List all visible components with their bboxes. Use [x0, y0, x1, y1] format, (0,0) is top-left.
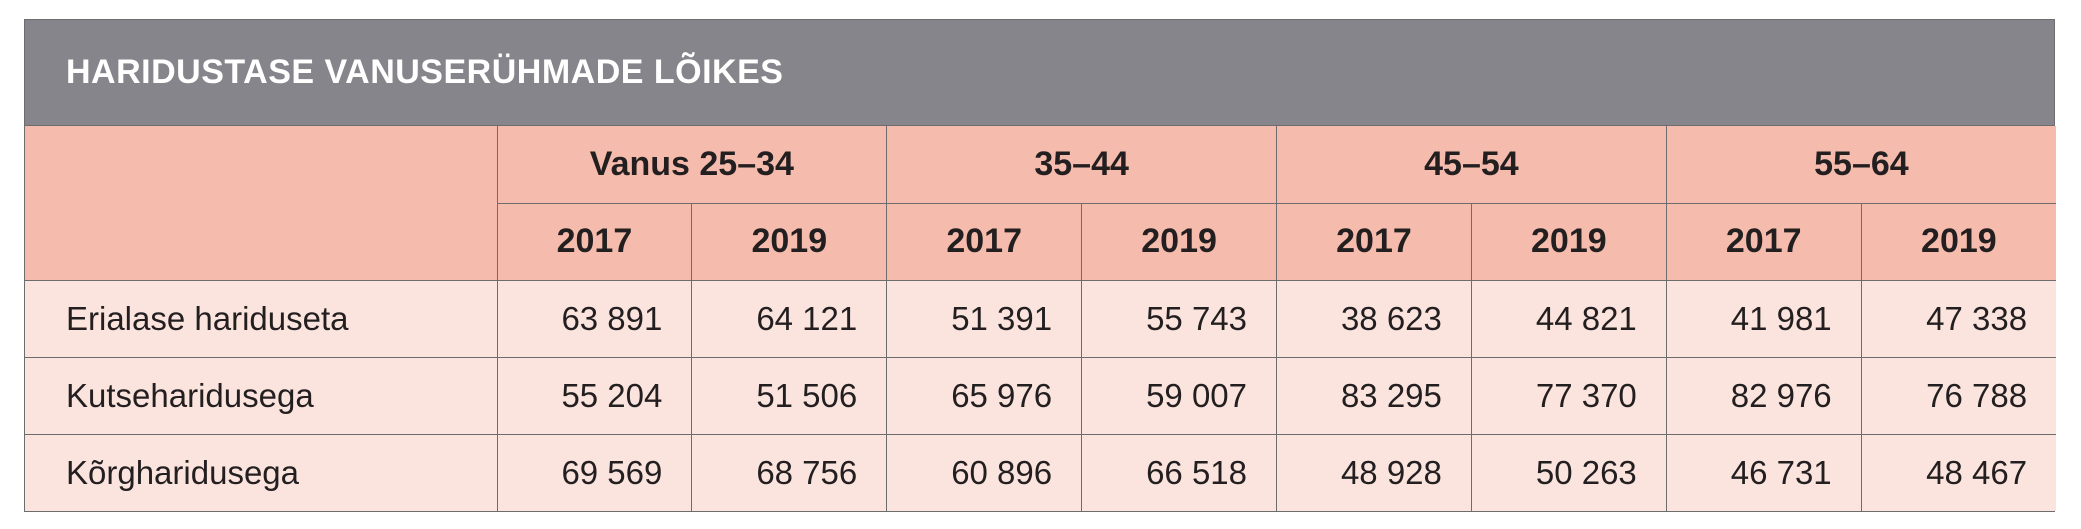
table-cell: 50 263	[1470, 433, 1667, 511]
year-header: 2019	[1860, 202, 2057, 281]
table-cell: 48 467	[1860, 433, 2057, 511]
year-header: 2017	[1665, 202, 1862, 281]
table-cell: 82 976	[1665, 356, 1862, 435]
table-cell: 68 756	[691, 433, 888, 511]
age-group-header: 55–64	[1665, 126, 2057, 204]
table-cell: 47 338	[1860, 279, 2057, 358]
year-header: 2019	[1081, 202, 1278, 281]
year-header: 2017	[886, 202, 1083, 281]
corner-header-cell	[25, 126, 498, 281]
table-cell: 51 506	[691, 356, 888, 435]
table-row: Kutseharidusega 55 204 51 506 65 976 59 …	[25, 356, 2057, 435]
table-cell: 77 370	[1470, 356, 1667, 435]
age-group-header: Vanus 25–34	[496, 126, 888, 204]
table-cell: 66 518	[1081, 433, 1278, 511]
table-cell: 64 121	[691, 279, 888, 358]
table-cell: 48 928	[1276, 433, 1472, 511]
table-cell: 59 007	[1081, 356, 1278, 435]
table-cell: 60 896	[886, 433, 1083, 511]
table-cell: 55 743	[1081, 279, 1278, 358]
table-cell: 65 976	[886, 356, 1083, 435]
year-header: 2017	[1276, 202, 1472, 281]
age-group-header: 45–54	[1276, 126, 1667, 204]
age-group-header-row: Vanus 25–34 35–44 45–54 55–64	[25, 126, 2057, 281]
table-cell: 76 788	[1860, 356, 2057, 435]
table-cell: 51 391	[886, 279, 1083, 358]
row-label: Kõrgharidusega	[25, 433, 498, 511]
age-group-header: 35–44	[886, 126, 1278, 204]
table-cell: 38 623	[1276, 279, 1472, 358]
table-cell: 83 295	[1276, 356, 1472, 435]
year-header: 2019	[691, 202, 888, 281]
table-row: Kõrgharidusega 69 569 68 756 60 896 66 5…	[25, 433, 2057, 511]
table-row: Erialase hariduseta 63 891 64 121 51 391…	[25, 279, 2057, 358]
year-header: 2019	[1470, 202, 1667, 281]
row-label: Kutseharidusega	[25, 356, 498, 435]
education-table-frame: HARIDUSTASE VANUSERÜHMADE LÕIKES Vanus 2…	[24, 19, 2057, 512]
table-cell: 63 891	[496, 279, 693, 358]
title-bar: HARIDUSTASE VANUSERÜHMADE LÕIKES	[25, 20, 2054, 126]
education-table: Vanus 25–34 35–44 45–54 55–64 2017 2019 …	[25, 126, 2057, 511]
table-cell: 44 821	[1470, 279, 1667, 358]
table-title: HARIDUSTASE VANUSERÜHMADE LÕIKES	[66, 53, 784, 91]
row-label: Erialase hariduseta	[25, 279, 498, 358]
table-cell: 55 204	[496, 356, 693, 435]
table-cell: 69 569	[496, 433, 693, 511]
year-header: 2017	[497, 202, 693, 281]
year-header-row: 2017 2019 2017 2019 2017 2019 2017 2019	[25, 202, 2057, 281]
table-cell: 46 731	[1665, 433, 1862, 511]
table-cell: 41 981	[1665, 279, 1862, 358]
